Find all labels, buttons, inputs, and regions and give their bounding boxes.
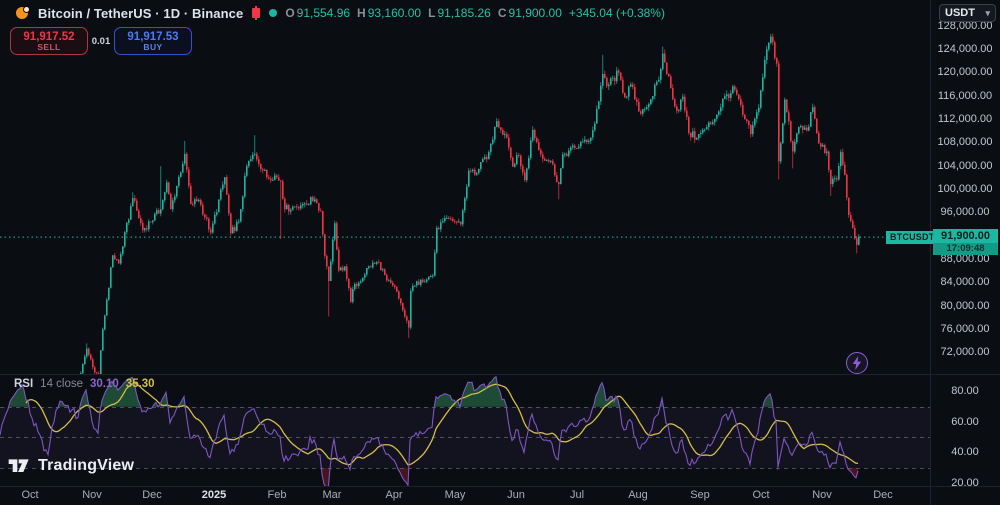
price-axis-label: 116,000.00 [937, 89, 993, 102]
ohlc-readout: O 91,554.96 H 93,160.00 L 91,185.26 C 91,900… [285, 6, 665, 20]
time-axis[interactable]: Oct Nov Dec 2025 Feb Mar Apr May Jun Jul Aug Sep Oct… [0, 486, 1000, 505]
last-price-value: 91,900.00 [933, 228, 998, 243]
sell-price: 91,917.52 [23, 30, 75, 43]
open-value: 91,554.96 [296, 6, 351, 20]
rsi-axis-label: 80.00 [951, 385, 979, 397]
rsi-axis-label: 60.00 [951, 415, 979, 428]
pair-logo-icon [16, 6, 30, 20]
time-axis-label: 2025 [201, 489, 227, 501]
time-axis-label: Feb [267, 489, 287, 501]
time-axis-label: Nov [812, 489, 832, 501]
time-axis-label: Oct [21, 489, 39, 501]
time-axis-label: Dec [873, 489, 893, 501]
rsi-name: RSI [14, 378, 34, 390]
buy-price: 91,917.53 [127, 30, 179, 43]
time-axis-label: Nov [82, 489, 102, 501]
watermark-text: TradingView [38, 457, 135, 474]
price-axis-label: 112,000.00 [937, 112, 993, 125]
low-value: 91,185.26 [437, 6, 491, 20]
price-axis-label: 120,000.00 [937, 66, 993, 79]
currency-dropdown[interactable]: USDT ▾ [939, 4, 996, 22]
chart-header: Bitcoin / TetherUS · 1D · Binance O 91,55… [16, 3, 665, 23]
price-axis-label: 108,000.00 [937, 136, 993, 149]
price-axis-label: 100,000.00 [937, 182, 993, 195]
low-label: L [428, 6, 436, 20]
price-axis-label: 84,000.00 [940, 276, 990, 289]
time-axis-label: May [444, 489, 466, 501]
price-axis-label: 72,000.00 [940, 346, 990, 359]
high-label: H [357, 6, 366, 20]
spread-value: 0.01 [91, 35, 111, 47]
symbol-price-tag: BTCUSDT [886, 230, 939, 244]
time-axis-label: Jul [569, 489, 585, 501]
tradingview-watermark: TradingView [8, 455, 134, 477]
symbol-title[interactable]: Bitcoin / TetherUS · 1D · Binance [38, 5, 244, 21]
lightning-icon[interactable] [846, 352, 868, 374]
price-axis-label: 76,000.00 [940, 322, 990, 335]
rsi-params: 14 close [40, 378, 84, 390]
price-axis-label: 124,000.00 [937, 43, 993, 55]
rsi-legend[interactable]: RSI 14 close 30.10 35.30 [14, 378, 155, 390]
bar-close-countdown: 17:09:48 [933, 242, 998, 255]
close-value: 91,900.00 [508, 6, 562, 20]
price-axis-label: 96,000.00 [940, 206, 990, 219]
price-axis-label: 88,000.00 [940, 252, 990, 265]
time-axis-label: Apr [385, 489, 403, 501]
time-axis-label: Oct [752, 489, 770, 501]
open-label: O [285, 6, 295, 20]
market-status-icon[interactable] [269, 9, 278, 17]
rsi-ma-value: 35.30 [125, 378, 155, 390]
rsi-axis-label: 20.00 [951, 476, 979, 489]
rsi-axis-label: 40.00 [951, 446, 979, 459]
price-axis[interactable]: 128,000.00 124,000.00 120,000.00 116,000.00… [930, 0, 1000, 489]
change-value: +345.04 (+0.38%) [568, 6, 665, 20]
buy-label: BUY [143, 41, 163, 52]
candle-chart-icon[interactable] [251, 6, 261, 20]
chevron-down-icon: ▾ [985, 7, 990, 18]
buy-button[interactable]: 91,917.53 BUY [114, 27, 192, 55]
price-axis-label: 80,000.00 [940, 299, 990, 312]
trade-widget: 91,917.52 SELL 0.01 91,917.53 BUY [10, 27, 192, 55]
price-axis-label: 128,000.00 [937, 19, 993, 32]
last-price-label: 91,900.00 17:09:48 [933, 228, 998, 255]
tradingview-logo-icon [8, 459, 29, 472]
time-axis-label: Sep [690, 489, 710, 501]
time-axis-label: Jun [507, 489, 525, 501]
high-value: 93,160.00 [367, 6, 422, 20]
time-axis-label: Aug [628, 489, 648, 501]
close-label: C [497, 6, 507, 20]
time-axis-label: Dec [142, 489, 162, 501]
sell-label: SELL [37, 41, 61, 52]
currency-dropdown-value: USDT [945, 7, 975, 19]
sell-button[interactable]: 91,917.52 SELL [10, 27, 88, 55]
price-axis-label: 104,000.00 [937, 159, 993, 172]
time-axis-label: Mar [322, 489, 342, 501]
rsi-value: 30.10 [90, 378, 119, 390]
